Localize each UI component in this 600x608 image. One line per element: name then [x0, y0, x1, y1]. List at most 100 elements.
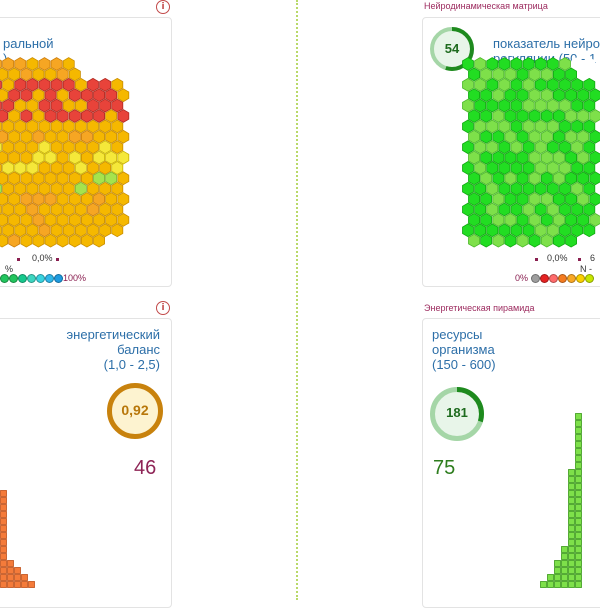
energy-balance-big-number: 46 — [134, 457, 157, 479]
hex-cell — [571, 119, 584, 134]
hex-cell — [540, 233, 553, 248]
hex-cell — [117, 129, 130, 144]
hex-cell — [571, 98, 584, 113]
hex-cell — [8, 88, 21, 103]
hex-cell — [577, 67, 590, 82]
hex-cell — [74, 181, 87, 196]
hex-cell — [2, 223, 15, 238]
hex-cell — [87, 181, 99, 196]
pyramid-block — [0, 497, 7, 504]
hex-cell — [81, 129, 93, 144]
scale-swatch — [585, 274, 594, 283]
hex-cell — [510, 223, 523, 238]
hex-cell — [516, 129, 529, 144]
pyramid-block — [554, 581, 561, 588]
hex-cell — [105, 88, 118, 103]
hex-cell — [468, 171, 481, 186]
energy-pyramid-title: ресурсы организма (150 - 600) — [432, 327, 496, 372]
hex-cell — [111, 140, 124, 155]
hex-cell — [99, 140, 112, 155]
hex-cell — [87, 57, 99, 71]
hex-cell — [62, 57, 75, 71]
left-hex-matrix — [0, 57, 130, 248]
pyramid-block — [0, 560, 7, 567]
pyramid-block — [575, 553, 582, 560]
pyramid-block — [14, 581, 21, 588]
pyramid-block — [0, 518, 7, 525]
hex-cell — [480, 213, 493, 227]
hex-cell — [486, 223, 499, 238]
hex-cell — [565, 150, 577, 165]
hex-cell — [0, 129, 8, 144]
hex-cell — [2, 161, 15, 175]
hex-cell — [559, 161, 571, 175]
info-icon[interactable]: i — [156, 0, 170, 14]
pyramid-block — [561, 560, 568, 567]
hex-cell — [516, 213, 529, 227]
hex-cell — [492, 150, 505, 165]
hex-cell — [559, 181, 571, 196]
hex-cell — [498, 119, 511, 134]
hex-cell — [62, 181, 75, 196]
hex-cell — [105, 129, 118, 144]
pyramid-block — [14, 574, 21, 581]
scale-swatch — [45, 274, 54, 283]
hex-cell — [2, 57, 15, 71]
hex-cell — [462, 202, 474, 217]
pyramid-block — [575, 497, 582, 504]
hex-cell — [462, 98, 474, 113]
hex-cell — [20, 150, 33, 165]
hex-cell — [38, 77, 51, 92]
hex-cell — [516, 192, 529, 206]
hex-cell — [0, 213, 8, 227]
hex-cell — [26, 140, 39, 155]
hex-cell — [56, 213, 69, 227]
info-icon[interactable]: i — [156, 301, 170, 315]
hex-cell — [534, 98, 547, 113]
hex-cell — [504, 171, 517, 186]
hex-cell — [111, 161, 124, 175]
pyramid-block — [575, 427, 582, 434]
hex-cell — [540, 150, 553, 165]
hex-cell — [38, 223, 51, 238]
hex-cell — [44, 88, 57, 103]
hex-cell — [486, 202, 499, 217]
neuro-stat-value: 0,0% — [547, 253, 568, 263]
stat-bullet — [535, 258, 538, 261]
hex-cell — [50, 181, 63, 196]
pyramid-block — [21, 581, 28, 588]
hex-cell — [0, 121, 2, 131]
hex-cell — [117, 192, 130, 206]
hex-cell — [87, 119, 99, 134]
hex-cell — [111, 98, 124, 113]
hex-cell — [44, 150, 57, 165]
hex-cell — [26, 181, 39, 196]
hex-cell — [74, 119, 87, 134]
hex-cell — [14, 161, 27, 175]
hex-cell — [68, 150, 81, 165]
hex-cell — [522, 223, 535, 238]
hex-cell — [553, 233, 565, 248]
pyramid-block — [7, 560, 14, 567]
hex-cell — [462, 140, 474, 155]
hex-cell — [111, 223, 124, 238]
hex-cell — [81, 88, 93, 103]
left-stat-value: 0,0% — [32, 253, 53, 263]
pyramid-block — [561, 546, 568, 553]
pyramid-block — [568, 532, 575, 539]
energy-balance-title-line2: баланс — [117, 342, 160, 357]
hex-cell — [38, 202, 51, 217]
hex-cell — [504, 150, 517, 165]
hex-cell — [522, 181, 535, 196]
hex-cell — [32, 129, 45, 144]
hex-cell — [462, 77, 474, 92]
hex-cell — [68, 192, 81, 206]
hex-cell — [20, 233, 33, 248]
hex-cell — [8, 109, 21, 123]
hex-cell — [38, 119, 51, 134]
hex-cell — [577, 109, 590, 123]
hex-cell — [81, 213, 93, 227]
hex-cell — [2, 202, 15, 217]
hex-cell — [32, 171, 45, 186]
hex-cell — [480, 150, 493, 165]
